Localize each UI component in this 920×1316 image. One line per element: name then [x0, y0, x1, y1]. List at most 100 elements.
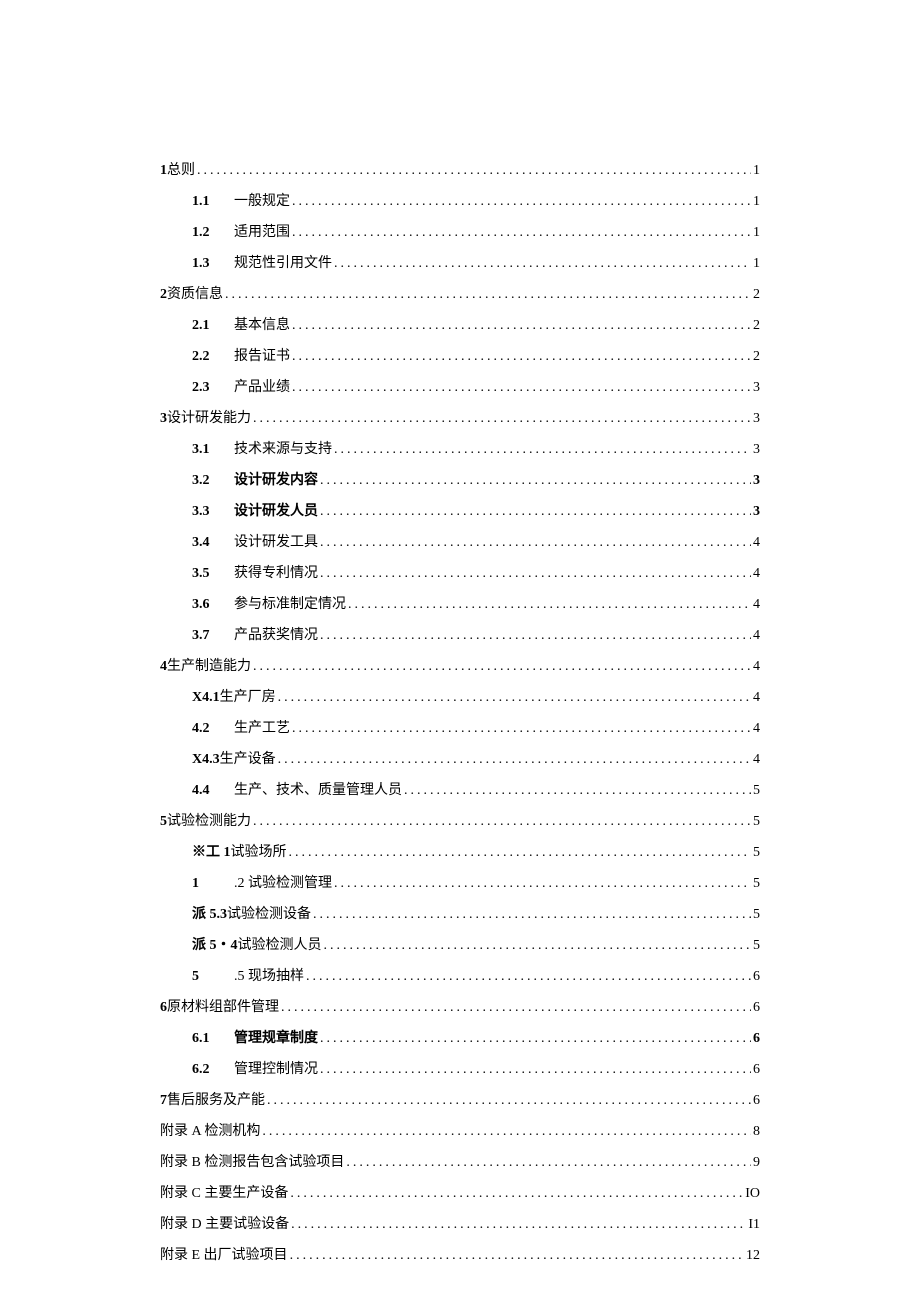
- toc-entry-page: 1: [753, 160, 760, 181]
- toc-entry-page: 5: [753, 935, 760, 956]
- toc-entry-number: 3: [160, 408, 167, 429]
- toc-entry-title: 资质信息: [167, 284, 223, 305]
- toc-entry-number: 1.2: [192, 222, 234, 243]
- toc-entry: X4.3生产设备................................…: [160, 749, 760, 770]
- toc-entry-number: 4: [160, 656, 167, 677]
- toc-entry-page: 4: [753, 625, 760, 646]
- toc-entry: 3.3设计研发人员...............................…: [160, 501, 760, 522]
- toc-entry: 3.6参与标准制定情况.............................…: [160, 594, 760, 615]
- toc-leader-dots: ........................................…: [253, 656, 751, 677]
- toc-entry-page: 4: [753, 563, 760, 584]
- toc-leader-dots: ........................................…: [292, 377, 751, 398]
- toc-entry-page: 1: [753, 253, 760, 274]
- toc-entry-number: 5: [160, 811, 167, 832]
- toc-leader-dots: ........................................…: [290, 1183, 743, 1204]
- toc-entry-page: I1: [748, 1214, 760, 1235]
- toc-entry-title: 报告证书: [234, 346, 290, 367]
- toc-entry-title: 附录 D 主要试验设备: [160, 1214, 289, 1235]
- toc-leader-dots: ........................................…: [320, 501, 751, 522]
- toc-entry-page: 9: [753, 1152, 760, 1173]
- toc-entry-title: 适用范围: [234, 222, 290, 243]
- toc-leader-dots: ........................................…: [278, 687, 751, 708]
- toc-entry-page: 4: [753, 594, 760, 615]
- toc-leader-dots: ........................................…: [404, 780, 751, 801]
- toc-entry-title: 规范性引用文件: [234, 253, 332, 274]
- toc-leader-dots: ........................................…: [292, 222, 751, 243]
- toc-leader-dots: ........................................…: [281, 997, 751, 1018]
- toc-entry-title: 基本信息: [234, 315, 290, 336]
- toc-entry-title: 生产设备: [220, 749, 276, 770]
- toc-leader-dots: ........................................…: [292, 346, 751, 367]
- toc-entry-title: 设计研发人员: [234, 501, 318, 522]
- toc-entry: 附录 D 主要试验设备 ............................…: [160, 1214, 760, 1235]
- toc-entry: 1.2适用范围.................................…: [160, 222, 760, 243]
- toc-entry: 2.2报告证书.................................…: [160, 346, 760, 367]
- toc-entry-title: 附录 A 检测机构: [160, 1121, 260, 1142]
- toc-entry-number: X4.3: [192, 749, 220, 770]
- toc-leader-dots: ........................................…: [292, 315, 751, 336]
- toc-leader-dots: ........................................…: [278, 749, 751, 770]
- toc-entry-number: X4.1: [192, 687, 220, 708]
- toc-leader-dots: ........................................…: [320, 1028, 751, 1049]
- table-of-contents: 1 总则....................................…: [160, 160, 760, 1266]
- toc-entry-number: 3.5: [192, 563, 234, 584]
- toc-entry-number: 1.3: [192, 253, 234, 274]
- toc-entry-title: 试验场所: [231, 842, 287, 863]
- toc-entry-number: 6.2: [192, 1059, 234, 1080]
- toc-entry-number: ※工 1: [192, 842, 231, 863]
- toc-entry-title: 原材料组部件管理: [167, 997, 279, 1018]
- toc-entry: 3.7产品获奖情况...............................…: [160, 625, 760, 646]
- toc-entry: 3.5获得专利情况...............................…: [160, 563, 760, 584]
- toc-entry: 1 总则....................................…: [160, 160, 760, 181]
- toc-entry-title: 试验检测设备: [227, 904, 311, 925]
- toc-entry-title: 获得专利情况: [234, 563, 318, 584]
- toc-entry-number: 2.1: [192, 315, 234, 336]
- toc-leader-dots: ........................................…: [320, 625, 751, 646]
- toc-entry: 3.1技术来源与支持..............................…: [160, 439, 760, 460]
- toc-entry-title: 一般规定: [234, 191, 290, 212]
- toc-entry: 6.1管理规章制度...............................…: [160, 1028, 760, 1049]
- toc-leader-dots: ........................................…: [253, 408, 751, 429]
- toc-leader-dots: ........................................…: [320, 532, 751, 553]
- toc-leader-dots: ........................................…: [320, 1059, 751, 1080]
- toc-entry-number: 3.7: [192, 625, 234, 646]
- toc-entry-title: .5 现场抽样: [234, 966, 304, 987]
- toc-entry: 2 资质信息..................................…: [160, 284, 760, 305]
- toc-entry-page: 3: [753, 408, 760, 429]
- toc-entry-page: 4: [753, 749, 760, 770]
- toc-entry-title: 生产厂房: [220, 687, 276, 708]
- toc-entry-title: .2 试验检测管理: [234, 873, 332, 894]
- toc-leader-dots: ........................................…: [348, 594, 751, 615]
- toc-entry-page: 1: [753, 222, 760, 243]
- toc-entry-number: 7: [160, 1090, 167, 1111]
- toc-leader-dots: ........................................…: [225, 284, 751, 305]
- toc-entry-title: 附录 B 检测报告包含试验项目: [160, 1152, 344, 1173]
- toc-entry-number: 派 5.3: [192, 904, 227, 925]
- toc-entry-number: 派 5・4: [192, 935, 238, 956]
- toc-entry: 4.2生产工艺.................................…: [160, 718, 760, 739]
- toc-entry: 6.2管理控制情况...............................…: [160, 1059, 760, 1080]
- toc-leader-dots: ........................................…: [313, 904, 751, 925]
- toc-entry-number: 3.6: [192, 594, 234, 615]
- toc-entry-page: 5: [753, 780, 760, 801]
- toc-entry-title: 技术来源与支持: [234, 439, 332, 460]
- toc-entry: 附录 A 检测机构...............................…: [160, 1121, 760, 1142]
- toc-entry-title: 设计研发内容: [234, 470, 318, 491]
- toc-entry: 7 售后服务及产能...............................…: [160, 1090, 760, 1111]
- toc-entry-title: 试验检测能力: [167, 811, 251, 832]
- toc-entry-page: 6: [753, 997, 760, 1018]
- toc-entry-page: 2: [753, 346, 760, 367]
- toc-entry: 2.1基本信息.................................…: [160, 315, 760, 336]
- toc-entry: X4.1生产厂房................................…: [160, 687, 760, 708]
- toc-leader-dots: ........................................…: [320, 470, 751, 491]
- toc-entry-number: 2: [160, 284, 167, 305]
- toc-entry-title: 产品获奖情况: [234, 625, 318, 646]
- toc-entry-title: 生产制造能力: [167, 656, 251, 677]
- toc-entry-title: 管理控制情况: [234, 1059, 318, 1080]
- toc-entry: 派 5.3试验检测设备 ............................…: [160, 904, 760, 925]
- toc-leader-dots: ........................................…: [291, 1214, 746, 1235]
- toc-entry-title: 试验检测人员: [238, 935, 322, 956]
- toc-entry: 5 .5 现场抽样 ..............................…: [160, 966, 760, 987]
- toc-entry-page: 6: [753, 1059, 760, 1080]
- toc-entry-title: 生产、技术、质量管理人员: [234, 780, 402, 801]
